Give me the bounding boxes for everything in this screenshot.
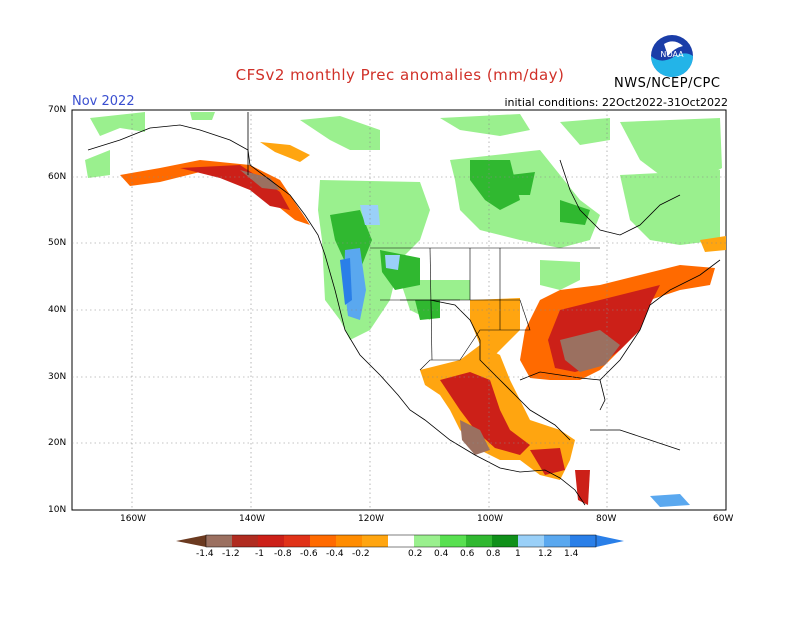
lat-label: 70N (48, 105, 67, 115)
legend-label: -0.4 (326, 549, 344, 559)
legend-label: -0.8 (274, 549, 292, 559)
svg-text:NOAA: NOAA (660, 50, 684, 59)
lon-label: 120W (358, 514, 385, 524)
legend-label: -1 (255, 549, 264, 559)
legend-label: 0.4 (434, 549, 449, 559)
legend-label: 1.4 (564, 549, 579, 559)
political-boundaries (370, 247, 600, 371)
forecast-month: Nov 2022 (72, 94, 135, 109)
lat-label: 40N (48, 305, 67, 315)
legend-label: -1.2 (222, 549, 240, 559)
legend-arrow-left (176, 535, 206, 547)
lat-label: 60N (48, 172, 67, 182)
legend-colorbar (176, 534, 624, 548)
map-gridlines (72, 110, 726, 510)
lon-label: 160W (120, 514, 147, 524)
legend-label: -0.6 (300, 549, 318, 559)
legend-label: 1 (515, 549, 521, 559)
legend-label: -1.4 (196, 549, 214, 559)
legend-label: -0.2 (352, 549, 370, 559)
legend-label: 1.2 (538, 549, 553, 559)
map-title: CFSv2 monthly Prec anomalies (mm/day) (235, 66, 565, 84)
legend-arrow-right (596, 535, 624, 547)
lon-label: 60W (713, 514, 734, 524)
lon-label: 140W (239, 514, 266, 524)
initial-conditions: initial conditions: 22Oct2022-31Oct2022 (504, 96, 728, 109)
dry-anomaly-regions (120, 142, 726, 505)
agency-label: NWS/NCEP/CPC (614, 76, 721, 91)
lon-label: 80W (596, 514, 617, 524)
legend-label: 0.6 (460, 549, 475, 559)
legend-label: 0.2 (408, 549, 423, 559)
coastlines (87, 112, 721, 506)
legend-label: 0.8 (486, 549, 501, 559)
lat-label: 50N (48, 238, 67, 248)
lat-label: 10N (48, 505, 67, 515)
noaa-logo-icon: NOAA (651, 35, 693, 77)
lon-label: 100W (477, 514, 504, 524)
lat-label: 20N (48, 438, 67, 448)
lat-label: 30N (48, 372, 67, 382)
